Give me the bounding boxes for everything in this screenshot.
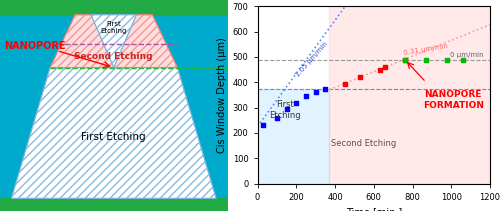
Text: First
Etching: First Etching xyxy=(100,21,127,34)
Point xyxy=(356,76,364,79)
Point xyxy=(302,95,310,98)
Point xyxy=(322,87,330,90)
Bar xyxy=(329,6,490,184)
Text: Second Etching: Second Etching xyxy=(332,139,396,147)
Point xyxy=(312,91,320,94)
Point xyxy=(382,65,390,69)
Bar xyxy=(0,0,228,15)
Point xyxy=(340,82,348,85)
Point xyxy=(273,116,281,119)
Text: NANOPORE: NANOPORE xyxy=(4,41,66,51)
Polygon shape xyxy=(91,15,136,68)
Polygon shape xyxy=(50,15,178,68)
Text: First Etching: First Etching xyxy=(82,132,146,142)
Text: 1.05 μm/min: 1.05 μm/min xyxy=(294,41,329,78)
Point xyxy=(282,107,290,111)
Text: First
Etching: First Etching xyxy=(269,100,300,120)
Point xyxy=(401,58,409,61)
Point xyxy=(422,58,430,61)
Polygon shape xyxy=(12,68,216,198)
Point xyxy=(376,68,384,71)
Point xyxy=(260,124,268,127)
Text: NANOPORE
FORMATION: NANOPORE FORMATION xyxy=(422,90,484,110)
Bar xyxy=(0,198,228,211)
Text: 0 μm/min: 0 μm/min xyxy=(450,52,484,58)
Point xyxy=(292,101,300,104)
Text: Second Etching: Second Etching xyxy=(74,53,153,61)
Point xyxy=(401,58,409,61)
Point xyxy=(459,58,467,61)
Text: 0.31 μm/min: 0.31 μm/min xyxy=(404,43,448,56)
Y-axis label: Cis Window Depth (μm): Cis Window Depth (μm) xyxy=(217,37,227,153)
Point xyxy=(444,58,452,61)
X-axis label: Time [min.]: Time [min.] xyxy=(346,207,402,211)
Bar xyxy=(258,89,329,184)
